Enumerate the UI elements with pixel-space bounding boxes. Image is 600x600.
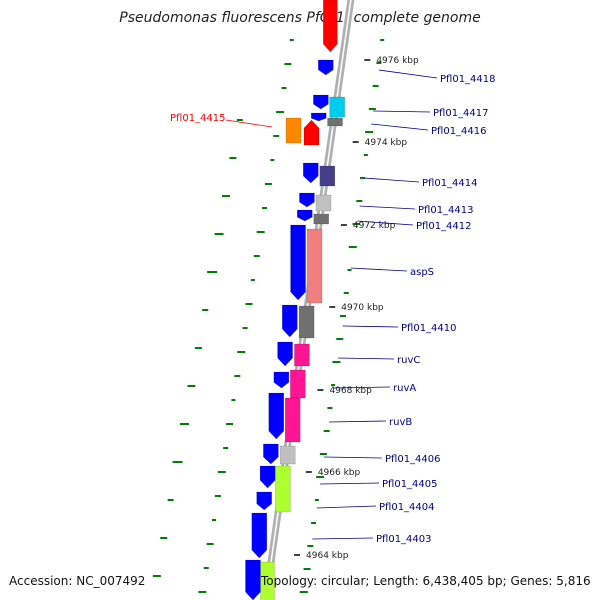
label-leader <box>357 220 414 226</box>
gene-feature-Pfl01_4406 <box>279 445 296 465</box>
gene-label-ruvA: ruvA <box>393 383 416 394</box>
forward-gene <box>259 465 276 489</box>
accession-text: Accession: NC_007492 <box>9 574 146 588</box>
gene-feature-ruvA <box>290 369 306 399</box>
gene-feature-aspS <box>306 228 323 304</box>
gene-label-Pfl01_4414: Pfl01_4414 <box>422 178 478 189</box>
forward-gene <box>296 209 313 222</box>
label-leader <box>342 325 399 328</box>
forward-gene <box>313 94 329 110</box>
gene-label-ruvC: ruvC <box>397 355 420 366</box>
gene-label-Pfl01_4418: Pfl01_4418 <box>440 74 496 85</box>
tick-label: 4966 kbp <box>318 468 361 478</box>
label-leader <box>363 177 420 183</box>
tick-label: 4964 kbp <box>306 551 349 561</box>
gc-skew-marks <box>152 39 385 593</box>
label-leader <box>328 420 387 423</box>
map-title: Pseudomonas fluorescens PfO-1, complete … <box>119 10 481 26</box>
gene-label-Pfl01_4413: Pfl01_4413 <box>418 205 474 216</box>
forward-gene <box>277 341 293 367</box>
forward-gene <box>251 512 268 559</box>
gene-feature-red <box>303 119 320 146</box>
tick-label: 4970 kbp <box>341 303 384 313</box>
tick-label: 4968 kbp <box>329 386 372 396</box>
forward-gene <box>310 112 327 122</box>
forward-gene <box>273 371 290 389</box>
label-leader <box>350 267 408 272</box>
label-leader <box>333 386 391 389</box>
label-leader <box>316 505 377 509</box>
label-leader-highlight <box>225 119 273 128</box>
gene-feature-Pfl01_4412 <box>313 213 329 225</box>
gene-label-Pfl01_4412: Pfl01_4412 <box>416 221 472 232</box>
forward-gene <box>268 392 285 440</box>
label-leader <box>320 482 380 485</box>
forward-gene <box>318 59 334 76</box>
label-leader <box>312 537 374 540</box>
gene-feature-bottom <box>260 561 275 600</box>
gene-label-Pfl01_4403: Pfl01_4403 <box>376 534 432 545</box>
gene-feature-Pfl01_4413 <box>315 194 332 212</box>
gene-label-Pfl01_4405: Pfl01_4405 <box>382 479 438 490</box>
label-leader <box>323 456 383 459</box>
forward-gene <box>303 162 319 184</box>
label-leader <box>337 357 395 360</box>
gene-label-Pfl01_4416: Pfl01_4416 <box>431 126 487 137</box>
gene-feature-Pfl01_4414 <box>319 165 336 187</box>
gene-feature-Pfl01_4416 <box>327 117 343 127</box>
tick-label: 4974 kbp <box>365 138 408 148</box>
gene-feature-Pfl01_4417 <box>329 96 345 118</box>
gene-labels: Pfl01_4418 Pfl01_4417 Pfl01_4416 Pfl01_4414… <box>170 69 496 545</box>
topology-text: Topology: circular; Length: 6,438,405 bp… <box>261 574 591 588</box>
top-red-gene <box>323 0 338 53</box>
gene-feature-Pfl01_4410 <box>298 305 315 339</box>
label-leader <box>371 123 429 131</box>
forward-gene <box>299 192 315 208</box>
label-leader <box>359 205 416 210</box>
gene-label-Pfl01_4410: Pfl01_4410 <box>401 323 457 334</box>
gene-label-ruvB: ruvB <box>389 417 412 428</box>
gene-features <box>245 0 345 600</box>
gene-label-Pfl01_4404: Pfl01_4404 <box>379 502 435 513</box>
forward-gene <box>282 304 298 338</box>
label-leader <box>378 69 438 79</box>
gene-feature-Pfl01_4415 <box>285 117 302 144</box>
gene-label-Pfl01_4406: Pfl01_4406 <box>385 454 441 465</box>
gene-feature-ruvC <box>294 343 310 367</box>
gene-feature-ruvB <box>284 397 301 443</box>
gene-label-Pfl01_4415: Pfl01_4415 <box>170 113 226 124</box>
forward-gene <box>290 224 306 301</box>
forward-gene <box>263 443 279 465</box>
tick-label: 4976 kbp <box>376 56 419 66</box>
gene-label-Pfl01_4417: Pfl01_4417 <box>433 108 489 119</box>
gene-feature-Pfl01_4405 <box>275 465 291 513</box>
gene-label-aspS: aspS <box>410 267 434 278</box>
forward-gene <box>245 559 261 600</box>
forward-gene <box>256 491 272 511</box>
scale-ticks: 4976 kbp 4974 kbp 4972 kbp 4970 kbp 4968 kbp… <box>294 56 419 561</box>
tick-label: 4972 kbp <box>353 221 396 231</box>
label-leader <box>373 110 431 113</box>
